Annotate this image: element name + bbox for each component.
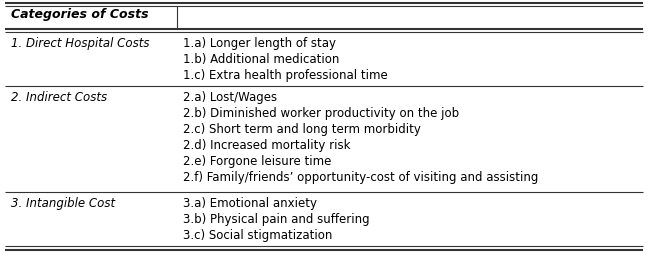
Text: 3. Intangible Cost: 3. Intangible Cost [10, 197, 115, 210]
Text: 2.c) Short term and long term morbidity: 2.c) Short term and long term morbidity [183, 123, 421, 136]
Text: 1.a) Longer length of stay: 1.a) Longer length of stay [183, 37, 336, 50]
Text: 1.c) Extra health professional time: 1.c) Extra health professional time [183, 69, 388, 82]
Text: 2.b) Diminished worker productivity on the job: 2.b) Diminished worker productivity on t… [183, 107, 459, 120]
Text: 2.d) Increased mortality risk: 2.d) Increased mortality risk [183, 139, 351, 152]
Text: 2. Indirect Costs: 2. Indirect Costs [10, 91, 107, 104]
Text: 2.f) Family/friends’ opportunity-cost of visiting and assisting: 2.f) Family/friends’ opportunity-cost of… [183, 171, 538, 184]
Text: 2.e) Forgone leisure time: 2.e) Forgone leisure time [183, 155, 331, 168]
Text: 3.b) Physical pain and suffering: 3.b) Physical pain and suffering [183, 213, 369, 226]
Text: 3.c) Social stigmatization: 3.c) Social stigmatization [183, 229, 332, 242]
Text: 3.a) Emotional anxiety: 3.a) Emotional anxiety [183, 197, 317, 210]
Text: 1. Direct Hospital Costs: 1. Direct Hospital Costs [10, 37, 149, 50]
Text: 1.b) Additional medication: 1.b) Additional medication [183, 53, 339, 66]
Text: Categories of Costs: Categories of Costs [10, 8, 148, 21]
Text: 2.a) Lost/Wages: 2.a) Lost/Wages [183, 91, 277, 104]
